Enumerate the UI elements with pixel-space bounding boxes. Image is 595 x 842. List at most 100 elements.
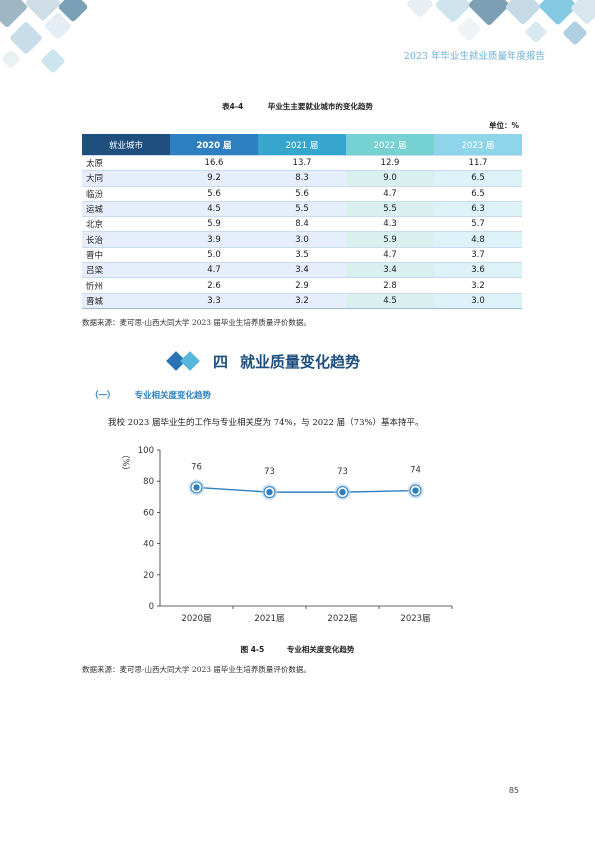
table-row: 长治 3.9 3.0 5.9 4.8 — [82, 231, 522, 248]
value-cell: 13.7 — [258, 154, 346, 171]
x-tick-label: 2022届 — [327, 614, 357, 624]
value-cell: 2.9 — [258, 277, 346, 294]
series-line — [196, 486, 416, 493]
data-label: 73 — [337, 467, 348, 477]
value-cell: 5.6 — [170, 185, 258, 202]
value-cell: 3.7 — [434, 246, 522, 263]
column-header-2022: 2022 届 — [346, 134, 434, 156]
value-cell: 5.6 — [258, 185, 346, 202]
table-row: 太原 16.6 13.7 12.9 11.7 — [82, 154, 522, 171]
table-row: 忻州 2.6 2.9 2.8 3.2 — [82, 277, 522, 294]
report-header-title: 2023 年毕业生就业质量年度报告 — [403, 51, 545, 62]
page-number: 85 — [508, 786, 519, 795]
value-cell: 9.0 — [346, 170, 434, 187]
value-cell: 5.5 — [346, 200, 434, 217]
value-cell: 4.3 — [346, 216, 434, 232]
value-cell: 5.5 — [258, 200, 346, 217]
value-cell: 8.4 — [258, 216, 346, 232]
value-cell: 6.3 — [434, 200, 522, 217]
value-cell: 8.3 — [258, 170, 346, 187]
value-cell: 5.0 — [170, 246, 258, 263]
table-header-row: 就业城市 2020 届 2021 届 2022 届 2023 届 — [82, 134, 522, 156]
value-cell: 5.9 — [346, 231, 434, 248]
table-row: 吕梁 4.7 3.4 3.4 3.6 — [82, 262, 522, 278]
value-cell: 5.9 — [170, 216, 258, 232]
data-point-core — [266, 488, 273, 496]
value-cell: 11.7 — [434, 154, 522, 171]
column-header-2020: 2020 届 — [170, 134, 258, 156]
subsection-heading: （一） 专业相关度变化趋势 — [90, 389, 211, 401]
table-row: 晋城 3.3 3.2 4.5 3.0 — [82, 292, 522, 309]
value-cell: 6.5 — [434, 185, 522, 202]
table-row: 运城 4.5 5.5 5.5 6.3 — [82, 200, 522, 217]
y-tick-label: 40 — [143, 540, 154, 550]
city-cell: 临汾 — [82, 185, 170, 202]
city-cell: 长治 — [82, 231, 170, 248]
table-title: 毕业生主要就业城市的变化趋势 — [267, 102, 373, 111]
data-point-core — [412, 487, 419, 494]
y-tick-label: 20 — [143, 571, 154, 581]
x-tick-label: 2023届 — [400, 614, 430, 624]
value-cell: 4.7 — [346, 185, 434, 202]
value-cell: 9.2 — [170, 170, 258, 187]
data-label: 74 — [410, 466, 421, 476]
value-cell: 4.7 — [346, 246, 434, 263]
table-row: 临汾 5.6 5.6 4.7 6.5 — [82, 185, 522, 202]
x-tick-label: 2021届 — [254, 614, 284, 624]
value-cell: 4.8 — [434, 231, 522, 248]
y-axis-label: （%） — [120, 450, 130, 475]
city-cell: 太原 — [82, 154, 170, 171]
city-cell: 大同 — [82, 170, 170, 187]
table-unit: 单位：% — [488, 121, 519, 130]
value-cell: 3.0 — [258, 231, 346, 248]
value-cell: 3.2 — [434, 277, 522, 294]
value-cell: 3.9 — [170, 231, 258, 248]
value-cell: 12.9 — [346, 154, 434, 171]
data-label: 73 — [264, 467, 275, 477]
figure-number: 图 4-5 — [240, 645, 265, 654]
column-header-2023: 2023 届 — [434, 134, 522, 156]
value-cell: 3.3 — [170, 292, 258, 309]
value-cell: 3.6 — [434, 262, 522, 278]
y-tick-label: 60 — [143, 508, 154, 518]
value-cell: 2.8 — [346, 277, 434, 294]
table-caption: 表4-4 毕业生主要就业城市的变化趋势 — [0, 101, 595, 112]
value-cell: 4.5 — [170, 200, 258, 217]
data-label: 76 — [191, 462, 202, 472]
city-cell: 运城 — [82, 200, 170, 217]
employment-city-table: 就业城市 2020 届 2021 届 2022 届 2023 届 太原 16.6 1… — [82, 134, 522, 309]
figure-title: 专业相关度变化趋势 — [286, 645, 355, 654]
y-tick-label: 0 — [149, 602, 154, 612]
city-cell: 吕梁 — [82, 262, 170, 278]
table-source-note: 数据来源：麦可思-山西大同大学 2023 届毕业生培养质量评价数据。 — [82, 318, 311, 327]
table-number: 表4-4 — [222, 102, 244, 111]
column-header-2021: 2021 届 — [258, 134, 346, 156]
body-paragraph: 我校 2023 届毕业生的工作与专业相关度为 74%，与 2022 届（73%）… — [108, 418, 424, 428]
section-title: 就业质量变化趋势 — [240, 353, 361, 371]
data-point-core — [193, 484, 200, 491]
table-row: 晋中 5.0 3.5 4.7 3.7 — [82, 246, 522, 263]
city-cell: 北京 — [82, 216, 170, 232]
value-cell: 6.5 — [434, 170, 522, 187]
city-cell: 忻州 — [82, 277, 170, 294]
figure-caption: 图 4-5 专业相关度变化趋势 — [0, 644, 595, 655]
subsection-index: （一） — [90, 391, 116, 401]
value-cell: 4.5 — [346, 292, 434, 309]
figure-source-note: 数据来源：麦可思-山西大同大学 2023 届毕业生培养质量评价数据。 — [82, 665, 311, 674]
value-cell: 4.7 — [170, 262, 258, 278]
diamond-icon — [180, 351, 200, 371]
value-cell: 3.0 — [434, 292, 522, 309]
major-relevance-line-chart: 0 20 40 60 80 100 （%） 2020届 2021届 2022届 2023届 76 73 7… — [120, 446, 453, 624]
data-point-core — [339, 488, 346, 496]
table-row: 北京 5.9 8.4 4.3 5.7 — [82, 216, 522, 232]
value-cell: 3.4 — [258, 262, 346, 278]
y-tick-label: 80 — [143, 477, 154, 487]
section-heading: 四 就业质量变化趋势 — [165, 351, 465, 375]
x-tick-label: 2020届 — [181, 614, 211, 624]
y-tick-label: 100 — [138, 446, 154, 456]
table-row: 大同 9.2 8.3 9.0 6.5 — [82, 170, 522, 187]
value-cell: 16.6 — [170, 154, 258, 171]
value-cell: 3.4 — [346, 262, 434, 278]
city-cell: 晋中 — [82, 246, 170, 263]
column-header-city: 就业城市 — [82, 134, 170, 156]
